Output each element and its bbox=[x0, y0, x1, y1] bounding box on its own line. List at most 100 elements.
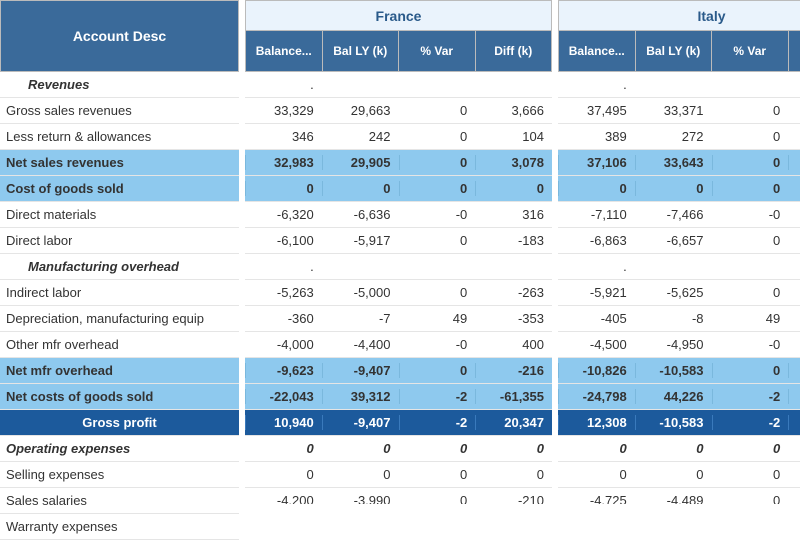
col-header[interactable]: Balance... bbox=[245, 30, 323, 72]
data-row[interactable]: -4,725-4,4890-2 bbox=[558, 488, 800, 504]
account-row[interactable]: Manufacturing overhead bbox=[0, 254, 239, 280]
data-cell: . bbox=[558, 259, 635, 274]
data-cell: 0 bbox=[712, 233, 789, 248]
data-row[interactable]: . bbox=[245, 72, 552, 98]
data-cell: -5,000 bbox=[322, 285, 399, 300]
account-row[interactable]: Gross sales revenues bbox=[0, 98, 239, 124]
data-cell: -2 bbox=[712, 389, 789, 404]
data-row[interactable]: -4,500-4,950-04 bbox=[558, 332, 800, 358]
account-row[interactable]: Direct materials bbox=[0, 202, 239, 228]
account-row[interactable]: Net mfr overhead bbox=[0, 358, 239, 384]
account-row[interactable]: Net sales revenues bbox=[0, 150, 239, 176]
data-row[interactable]: 3462420104 bbox=[245, 124, 552, 150]
data-cell: -4,950 bbox=[635, 337, 712, 352]
data-cell: 0 bbox=[399, 155, 476, 170]
col-header[interactable]: Diff (k) bbox=[476, 30, 553, 72]
data-row[interactable]: -405-849-3 bbox=[558, 306, 800, 332]
data-row[interactable]: -6,863-6,6570-2 bbox=[558, 228, 800, 254]
col-header[interactable]: % Var bbox=[712, 30, 789, 72]
data-row[interactable]: 000 bbox=[558, 462, 800, 488]
data-cell: 0 bbox=[712, 493, 789, 504]
data-cell: -0 bbox=[399, 337, 476, 352]
col-header[interactable]: Balance... bbox=[558, 30, 636, 72]
country-header-italy: Italy bbox=[558, 0, 800, 30]
data-row[interactable]: 0000 bbox=[245, 462, 552, 488]
data-row[interactable]: -6,320-6,636-0316 bbox=[245, 202, 552, 228]
data-cell: 0 bbox=[322, 181, 399, 196]
data-cell: 272 bbox=[635, 129, 712, 144]
data-row[interactable]: -4,000-4,400-0400 bbox=[245, 332, 552, 358]
account-row[interactable]: Less return & allowances bbox=[0, 124, 239, 150]
data-row[interactable]: 37,10633,64303,4 bbox=[558, 150, 800, 176]
data-row[interactable]: -4,200-3,9900-210 bbox=[245, 488, 552, 504]
col-header[interactable]: Bal LY (k) bbox=[323, 30, 400, 72]
data-cell: 0 bbox=[245, 467, 322, 482]
account-label: Net sales revenues bbox=[0, 155, 124, 170]
data-row[interactable]: 0000 bbox=[245, 436, 552, 462]
data-row[interactable]: -10,826-10,5830-2 bbox=[558, 358, 800, 384]
data-row[interactable]: -6,100-5,9170-183 bbox=[245, 228, 552, 254]
data-row[interactable]: -22,04339,312-2-61,355 bbox=[245, 384, 552, 410]
data-row[interactable]: -7,110-7,466-03 bbox=[558, 202, 800, 228]
data-cell: 29,905 bbox=[322, 155, 399, 170]
data-row[interactable]: 32,98329,90503,078 bbox=[245, 150, 552, 176]
account-row[interactable]: Depreciation, manufacturing equip bbox=[0, 306, 239, 332]
data-cell: 0 bbox=[399, 467, 476, 482]
data-row[interactable]: 12,308-10,583-222,8 bbox=[558, 410, 800, 436]
data-cell: -61,355 bbox=[475, 389, 552, 404]
account-row[interactable]: Indirect labor bbox=[0, 280, 239, 306]
account-row[interactable]: Cost of goods sold bbox=[0, 176, 239, 202]
account-row[interactable]: Net costs of goods sold bbox=[0, 384, 239, 410]
data-row[interactable]: 000 bbox=[558, 436, 800, 462]
account-row[interactable]: Gross profit bbox=[0, 410, 239, 436]
data-cell: -2 bbox=[788, 493, 800, 504]
data-row[interactable]: . bbox=[245, 254, 552, 280]
data-cell: -6,100 bbox=[245, 233, 322, 248]
data-cell: 32,983 bbox=[245, 155, 322, 170]
account-row[interactable]: Revenues bbox=[0, 72, 239, 98]
data-row[interactable]: .. bbox=[558, 72, 800, 98]
data-row[interactable]: -24,79844,226-2-69,0 bbox=[558, 384, 800, 410]
data-cell: -5,917 bbox=[322, 233, 399, 248]
data-cell: 0 bbox=[635, 181, 712, 196]
data-cell: 49 bbox=[399, 311, 476, 326]
data-cell: . bbox=[558, 77, 635, 92]
data-row[interactable]: 000 bbox=[558, 176, 800, 202]
account-row[interactable]: Selling expenses bbox=[0, 462, 239, 488]
data-row[interactable]: 10,940-9,407-220,347 bbox=[245, 410, 552, 436]
data-cell: -7,466 bbox=[635, 207, 712, 222]
data-cell: 0 bbox=[245, 441, 322, 456]
data-cell: -3 bbox=[788, 311, 800, 326]
account-row[interactable]: Direct labor bbox=[0, 228, 239, 254]
data-row[interactable]: -360-749-353 bbox=[245, 306, 552, 332]
data-cell: 242 bbox=[322, 129, 399, 144]
data-row[interactable]: -9,623-9,4070-216 bbox=[245, 358, 552, 384]
data-cell: 29,663 bbox=[322, 103, 399, 118]
data-row[interactable]: 38927201 bbox=[558, 124, 800, 150]
col-header[interactable]: Bal LY (k) bbox=[636, 30, 713, 72]
data-cell: 400 bbox=[475, 337, 552, 352]
data-cell: 0 bbox=[399, 233, 476, 248]
data-cell: 0 bbox=[399, 493, 476, 504]
data-cell: 389 bbox=[558, 129, 635, 144]
data-row[interactable]: 37,49533,37104,1 bbox=[558, 98, 800, 124]
data-cell: 346 bbox=[245, 129, 322, 144]
col-header[interactable]: Diff (k) bbox=[789, 30, 800, 72]
account-row[interactable]: Warranty expenses bbox=[0, 514, 239, 540]
data-cell: -2 bbox=[399, 389, 476, 404]
data-row[interactable]: .. bbox=[558, 254, 800, 280]
account-row[interactable]: Operating expenses bbox=[0, 436, 239, 462]
data-row[interactable]: 33,32929,66303,666 bbox=[245, 98, 552, 124]
account-row[interactable]: Sales salaries bbox=[0, 488, 239, 514]
col-header[interactable]: % Var bbox=[399, 30, 476, 72]
account-desc-header: Account Desc bbox=[0, 0, 239, 72]
data-cell: . bbox=[788, 259, 800, 274]
data-row[interactable]: 0000 bbox=[245, 176, 552, 202]
data-cell: 0 bbox=[399, 181, 476, 196]
data-cell: 33,643 bbox=[635, 155, 712, 170]
data-row[interactable]: -5,263-5,0000-263 bbox=[245, 280, 552, 306]
data-cell: 104 bbox=[475, 129, 552, 144]
data-row[interactable]: -5,921-5,6250-2 bbox=[558, 280, 800, 306]
account-row[interactable]: Other mfr overhead bbox=[0, 332, 239, 358]
data-cell: 0 bbox=[712, 441, 789, 456]
